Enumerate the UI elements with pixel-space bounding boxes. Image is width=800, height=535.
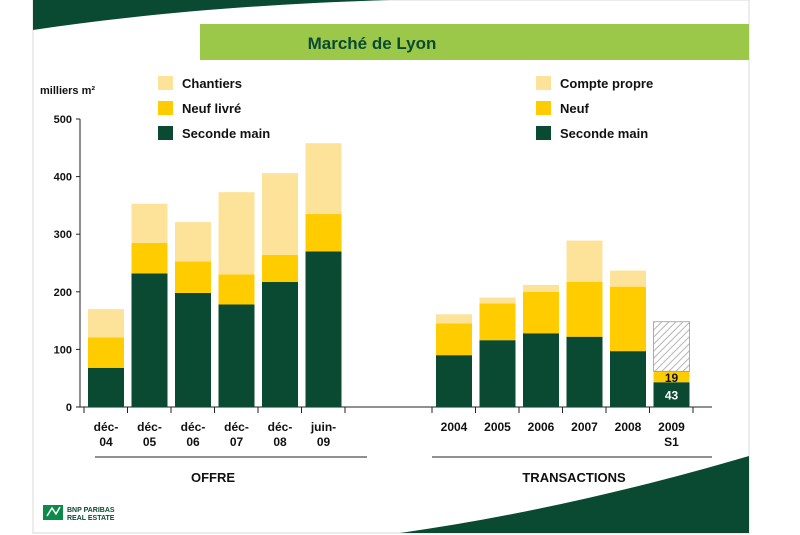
logo-mark [43, 505, 63, 520]
x-tick-label: 05 [143, 435, 157, 449]
bar-transactions-seconde-main-1 [479, 340, 516, 407]
axis-layer: 0100200300400500déc-04déc-05déc-06déc-07… [54, 114, 712, 485]
bar-transactions-compte-propre-2 [523, 284, 559, 292]
y-axis-label: milliers m² [40, 85, 95, 97]
logo-birds-icon [46, 506, 61, 517]
bar-transactions-neuf-0 [436, 323, 472, 356]
top-swoosh [33, 0, 390, 30]
bar-offre-neuf-livré-2 [175, 261, 211, 293]
x-tick-label: 07 [230, 435, 244, 449]
x-tick-label: 2007 [571, 420, 598, 434]
bar-offre-chantiers-4 [262, 173, 298, 255]
bars-layer [88, 143, 690, 407]
page-title: Marché de Lyon [308, 34, 437, 53]
x-tick-label: 04 [99, 435, 113, 449]
x-tick-label: S1 [664, 435, 679, 449]
legend-label: Neuf [560, 101, 590, 116]
bar-transactions-compte-propre-3 [566, 240, 603, 283]
x-tick-label: déc- [137, 420, 162, 434]
logo-line-2: REAL ESTATE [67, 515, 115, 522]
legend-swatch [536, 101, 551, 115]
group-label-offre: OFFRE [191, 470, 235, 485]
y-tick-label: 400 [54, 172, 72, 184]
bar-transactions-seconde-main-3 [566, 336, 603, 407]
bar-offre-neuf-livré-4 [262, 254, 298, 283]
legend-label: Chantiers [182, 76, 242, 91]
legend-swatch [158, 126, 173, 140]
bottom-swoosh [400, 456, 749, 533]
legend-layer: Chantiers Neuf livré Seconde main Compte pr… [158, 76, 653, 141]
x-tick-label: 09 [317, 435, 331, 449]
x-tick-label: déc- [94, 420, 119, 434]
bar-transactions-neuf-4 [610, 286, 646, 352]
legend-swatch [158, 101, 173, 115]
x-tick-label: 2005 [484, 420, 511, 434]
bar-offre-neuf-livré-5 [305, 214, 342, 252]
legend-swatch [536, 76, 551, 90]
bar-offre-seconde-main-1 [131, 273, 168, 407]
bar-transactions-seconde-main-5 [653, 382, 690, 407]
y-tick-label: 0 [66, 402, 72, 414]
legend-label: Seconde main [182, 126, 270, 141]
bar-offre-seconde-main-0 [88, 367, 124, 407]
y-tick-label: 300 [54, 229, 72, 241]
legend-swatch [536, 126, 551, 140]
bar-offre-seconde-main-5 [305, 251, 342, 407]
bar-offre-chantiers-2 [175, 222, 211, 262]
bar-transactions-compte-propre-0 [436, 314, 472, 324]
logo-line-1: BNP PARIBAS [67, 507, 115, 514]
bar-transactions-seconde-main-0 [436, 355, 472, 407]
bar-transactions-seconde-main-2 [523, 333, 559, 407]
y-tick-label: 500 [54, 114, 72, 126]
bar-transactions-neuf-5 [653, 371, 690, 383]
y-tick-label: 200 [54, 287, 72, 299]
bnp-logo: BNP PARIBAS REAL ESTATE [43, 505, 115, 522]
bar-transactions-neuf-2 [523, 291, 559, 334]
legend-label: Seconde main [560, 126, 648, 141]
title-banner [200, 24, 749, 60]
bar-offre-chantiers-5 [305, 143, 342, 215]
bar-offre-seconde-main-3 [218, 304, 255, 407]
x-tick-label: 2008 [615, 420, 642, 434]
x-tick-label: 2006 [528, 420, 555, 434]
x-tick-label: déc- [181, 420, 206, 434]
data-label: 43 [665, 389, 679, 403]
legend-label: Neuf livré [182, 101, 241, 116]
bar-transactions-compte-propre-1 [479, 297, 516, 304]
bar-offre-chantiers-1 [131, 203, 168, 243]
data-label: 19 [665, 371, 679, 385]
bar-transactions-neuf-1 [479, 303, 516, 341]
y-tick-label: 100 [54, 344, 72, 356]
x-tick-label: déc- [268, 420, 293, 434]
legend-label: Compte propre [560, 76, 653, 91]
bar-offre-seconde-main-2 [175, 292, 211, 407]
bar-transactions-compte-propre-4 [610, 270, 646, 287]
legend-swatch [158, 76, 173, 90]
x-tick-label: 06 [186, 435, 200, 449]
bar-projected-estimate [653, 321, 690, 372]
group-label-transactions: TRANSACTIONS [522, 470, 626, 485]
x-tick-label: déc- [224, 420, 249, 434]
x-tick-label: juin- [310, 420, 336, 434]
bar-offre-seconde-main-4 [262, 282, 298, 407]
x-tick-label: 08 [273, 435, 287, 449]
x-tick-label: 2009 [658, 420, 685, 434]
bar-transactions-seconde-main-4 [610, 351, 646, 407]
bar-transactions-neuf-3 [566, 282, 603, 337]
bar-offre-neuf-livré-0 [88, 337, 124, 368]
bar-offre-chantiers-0 [88, 309, 124, 338]
bar-offre-chantiers-3 [218, 192, 255, 275]
x-tick-label: 2004 [441, 420, 468, 434]
bar-offre-neuf-livré-3 [218, 274, 255, 305]
bar-offre-neuf-livré-1 [131, 242, 168, 274]
